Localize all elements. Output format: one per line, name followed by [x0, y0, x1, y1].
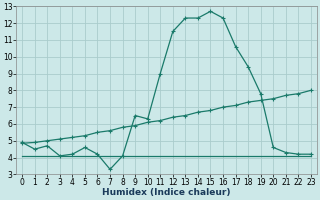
X-axis label: Humidex (Indice chaleur): Humidex (Indice chaleur) [102, 188, 231, 197]
